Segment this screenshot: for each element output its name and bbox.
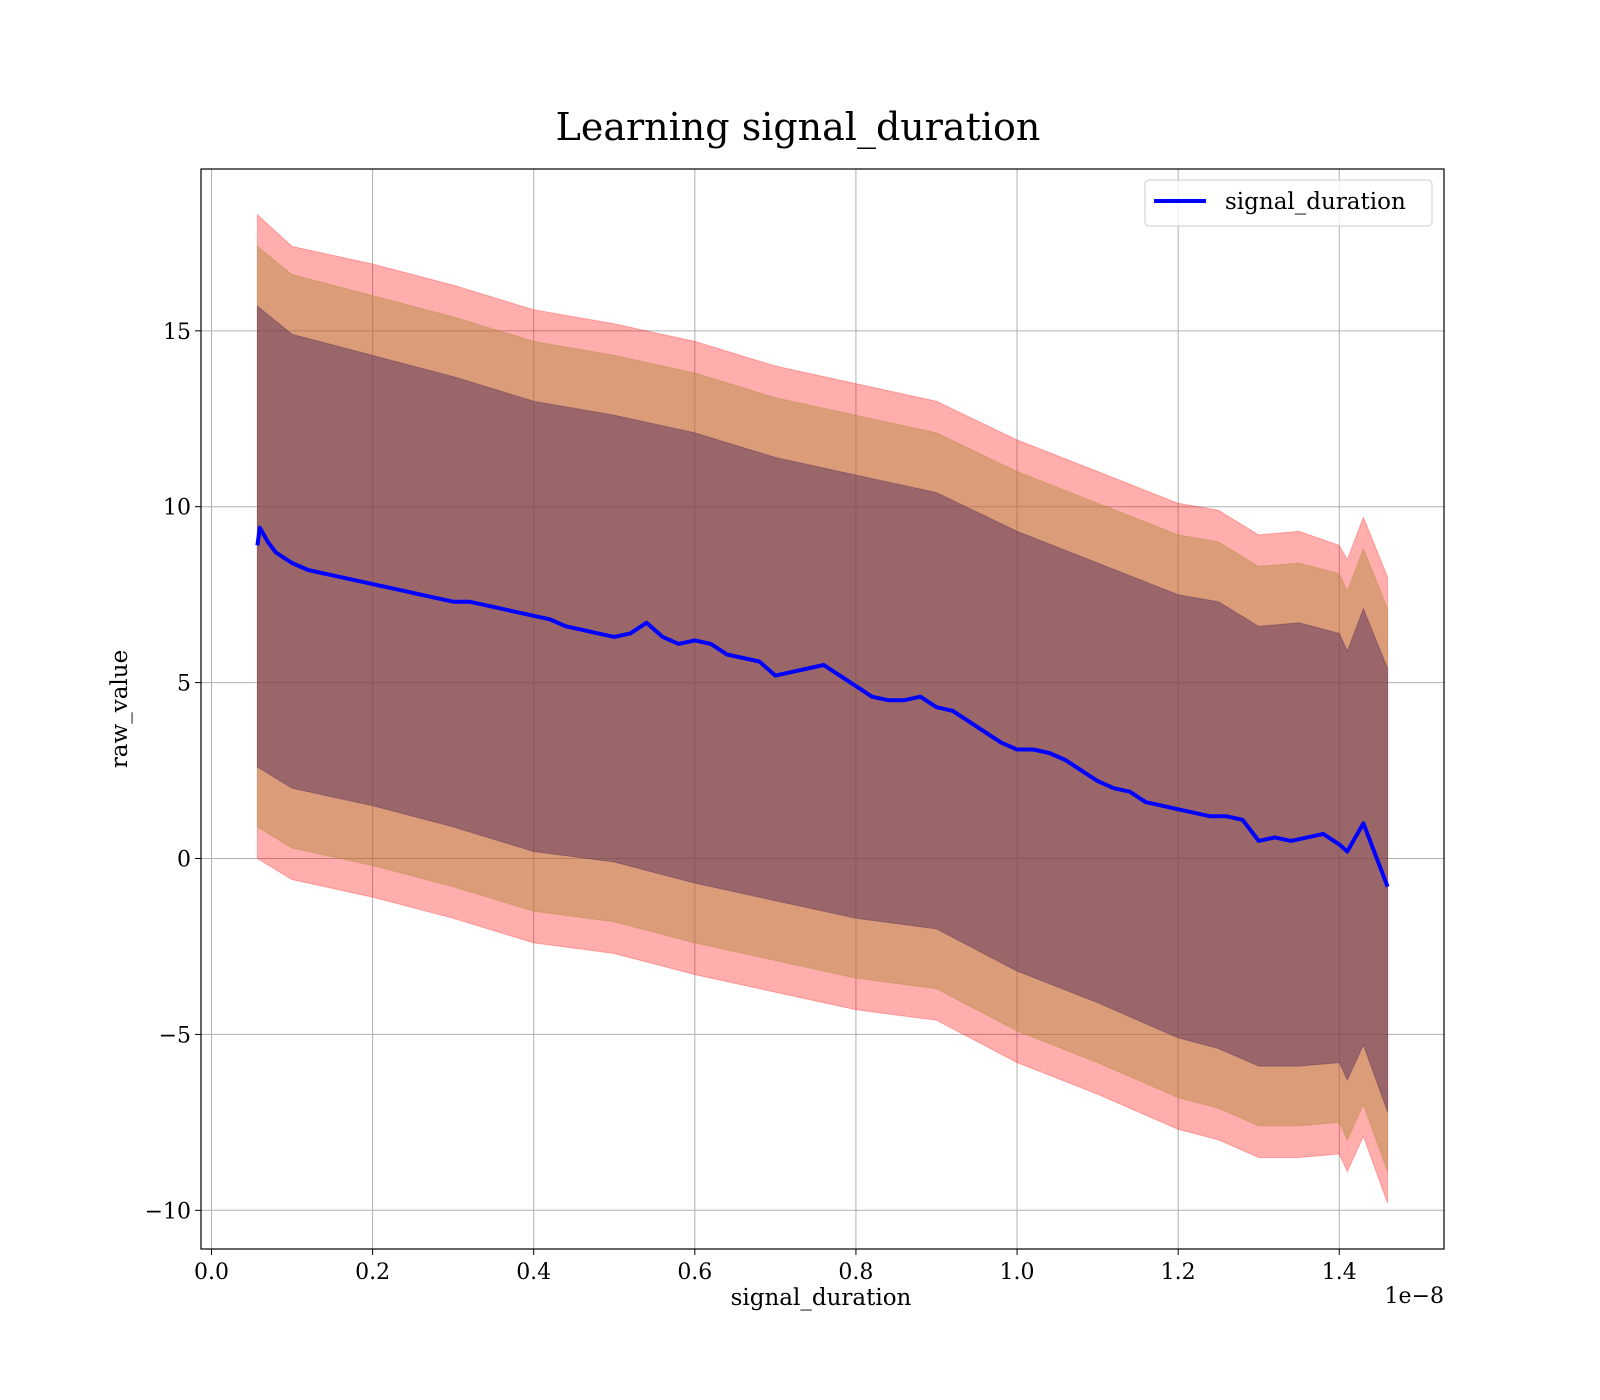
- x-axis-label: signal_duration: [731, 1285, 912, 1311]
- x-tick-label: 1.4: [1322, 1260, 1357, 1285]
- x-tick-label: 0.8: [838, 1260, 873, 1285]
- x-tick-label: 1.0: [1000, 1260, 1035, 1285]
- legend: signal_duration: [1144, 179, 1433, 227]
- y-tick-label: 15: [163, 320, 191, 345]
- y-axis-label: raw_value: [107, 650, 133, 768]
- x-tick-label: 0.6: [677, 1260, 712, 1285]
- y-tick-label: −5: [159, 1023, 191, 1048]
- legend-label-signal-duration: signal_duration: [1225, 189, 1406, 215]
- axis-ticks: 0.0 0.2 0.4 0.6 0.8 1.0 1.2 1.4 15 10 5 0 −5 −10: [145, 320, 1357, 1285]
- legend-box: [1144, 179, 1433, 227]
- x-tick-label: 1.2: [1161, 1260, 1196, 1285]
- x-tick-label: 0.2: [355, 1260, 390, 1285]
- x-offset-label: 1e−8: [1385, 1284, 1444, 1309]
- x-tick-label: 0.4: [516, 1260, 551, 1285]
- chart-title: Learning signal_duration: [556, 105, 1041, 150]
- y-tick-label: 5: [177, 672, 191, 697]
- plot-frame: [200, 168, 1445, 1250]
- y-tick-label: 0: [177, 848, 191, 873]
- confidence-bands: [256, 213, 1389, 1204]
- y-tick-label: −10: [145, 1199, 191, 1224]
- band-inner-band: [256, 305, 1389, 1112]
- series-line-signal-duration: [255, 525, 1390, 888]
- series-lines: [255, 525, 1390, 888]
- y-tick-label: 10: [163, 496, 191, 521]
- x-tick-label: 0.0: [194, 1260, 229, 1285]
